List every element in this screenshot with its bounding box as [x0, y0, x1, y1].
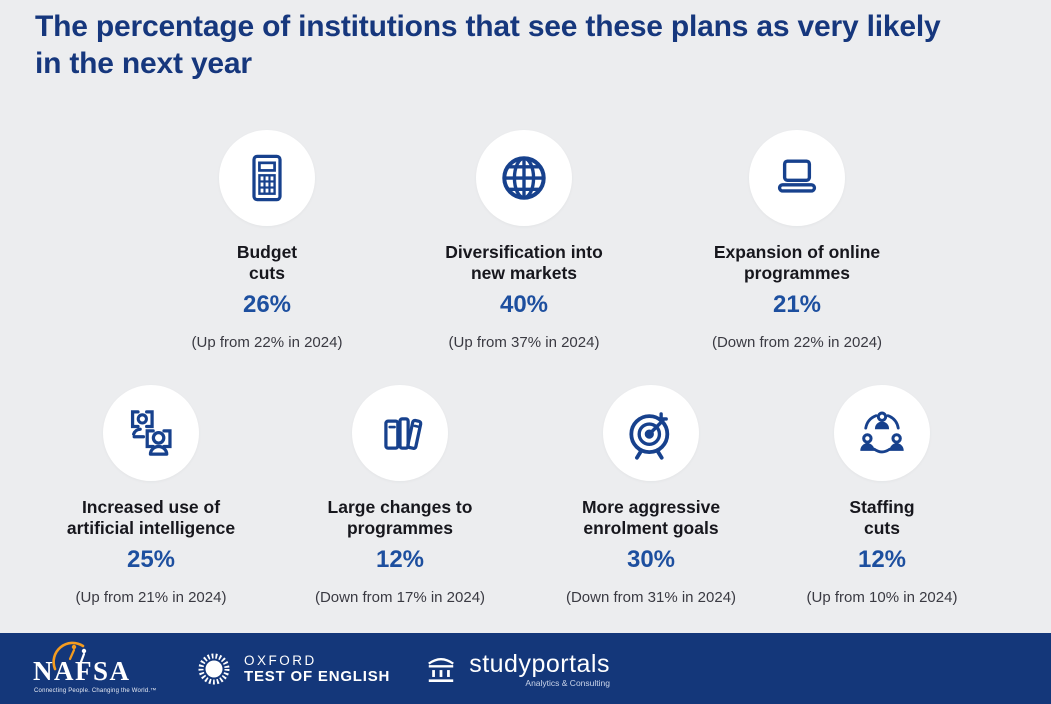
stat-percent: 12%: [857, 546, 907, 573]
stat-label: Expansion of online programmes: [677, 242, 917, 284]
icon-circle: [103, 385, 199, 481]
stat-percent: 12%: [375, 546, 425, 573]
stat-percent: 30%: [626, 546, 676, 573]
stat-note: (Up from 10% in 2024): [806, 589, 958, 606]
stat-percent: 26%: [242, 291, 292, 318]
books-icon: [374, 407, 426, 459]
stat-label-line: Budget: [236, 242, 298, 262]
stat-label: Budget cuts: [147, 242, 387, 284]
stat-card-artificial-intelligence: Increased use of artificial intelligence…: [36, 385, 266, 606]
footer-logo-bar: NAFSA Connecting People. Changing the Wo…: [0, 633, 1051, 704]
stat-card-diversification: Diversification into new markets 40% (Up…: [404, 130, 644, 351]
stat-label-line: Increased use of: [81, 497, 221, 517]
icon-circle: [603, 385, 699, 481]
stat-label: More aggressive enrolment goals: [536, 497, 766, 539]
stat-label: Increased use of artificial intelligence: [36, 497, 266, 539]
stat-card-programme-changes: Large changes to programmes 12% (Down fr…: [285, 385, 515, 606]
studyportals-logo: studyportals Analytics & Consulting: [424, 650, 610, 688]
stat-label-line: enrolment goals: [583, 518, 719, 538]
stat-card-staffing-cuts: Staffing cuts 12% (Up from 10% in 2024): [767, 385, 997, 606]
stat-note: (Up from 21% in 2024): [75, 589, 227, 606]
stat-label-line: Large changes to: [327, 497, 473, 517]
stat-note: (Down from 17% in 2024): [314, 589, 486, 606]
stat-label-line: cuts: [249, 263, 285, 283]
temple-icon: [424, 653, 458, 685]
people-network-icon: [856, 407, 908, 459]
stat-label-line: cuts: [864, 518, 900, 538]
oxford-line1: OXFORD: [244, 652, 317, 668]
stat-label-line: new markets: [470, 263, 578, 283]
stat-percent: 21%: [772, 291, 822, 318]
oxford-line2: TEST OF ENGLISH: [244, 667, 391, 685]
laptop-icon: [770, 151, 824, 205]
stat-label-line: Expansion of online: [713, 242, 881, 262]
nafsa-swirl-icon: [52, 641, 87, 670]
stat-label: Staffing cuts: [767, 497, 997, 539]
stat-label: Diversification into new markets: [404, 242, 644, 284]
stat-label-line: artificial intelligence: [66, 518, 236, 538]
stat-percent: 25%: [126, 546, 176, 573]
nafsa-tagline: Connecting People. Changing the World.™: [34, 687, 157, 694]
stat-note: (Down from 22% in 2024): [711, 334, 883, 351]
stat-label-line: More aggressive: [581, 497, 721, 517]
stat-note: (Up from 22% in 2024): [191, 334, 343, 351]
stat-card-enrolment-goals: More aggressive enrolment goals 30% (Dow…: [536, 385, 766, 606]
icon-circle: [476, 130, 572, 226]
stat-label-line: Staffing: [849, 497, 915, 517]
stat-note: (Up from 37% in 2024): [448, 334, 600, 351]
icon-circle: [219, 130, 315, 226]
calculator-icon: [241, 152, 293, 204]
page-title: The percentage of institutions that see …: [35, 10, 941, 80]
oxford-test-of-english-logo: OXFORD TEST OF ENGLISH: [195, 650, 390, 688]
ai-people-icon: [125, 407, 177, 459]
studyportals-subtitle: Analytics & Consulting: [525, 677, 610, 688]
stat-label-line: Diversification into: [445, 242, 603, 262]
studyportals-wordmark: studyportals: [469, 649, 610, 678]
stat-label-line: programmes: [346, 518, 453, 538]
icon-circle: [352, 385, 448, 481]
stat-note: (Down from 31% in 2024): [565, 589, 737, 606]
globe-icon: [497, 151, 551, 205]
stat-label-line: programmes: [743, 263, 850, 283]
stat-percent: 40%: [499, 291, 549, 318]
nafsa-logo: NAFSA Connecting People. Changing the Wo…: [33, 640, 157, 698]
icon-circle: [749, 130, 845, 226]
oxford-seal-icon: [195, 650, 233, 688]
stat-card-budget-cuts: Budget cuts 26% (Up from 22% in 2024): [147, 130, 387, 351]
stat-label: Large changes to programmes: [285, 497, 515, 539]
target-icon: [624, 406, 678, 460]
stat-card-online-programmes: Expansion of online programmes 21% (Down…: [677, 130, 917, 351]
nafsa-wordmark: NAFSA: [33, 655, 131, 686]
icon-circle: [834, 385, 930, 481]
